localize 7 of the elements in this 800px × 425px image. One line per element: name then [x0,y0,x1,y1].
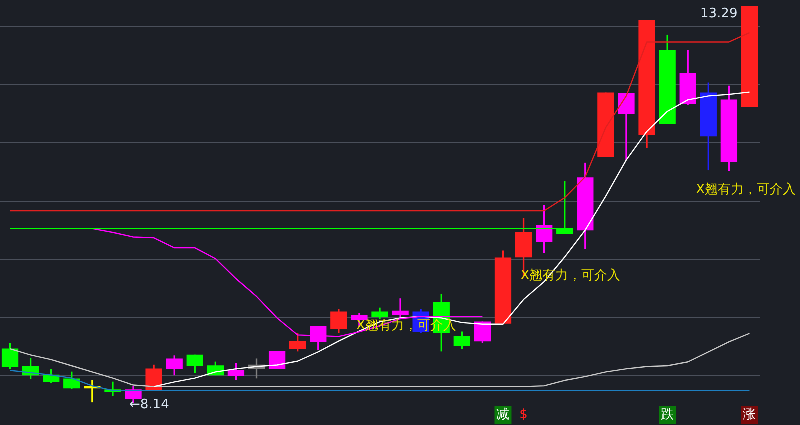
text: $ [520,407,528,422]
annotation: ←8.14 [130,397,170,412]
text: 涨 [743,407,756,422]
annotation: 13.29 [700,6,738,22]
text: 跌 [661,407,674,422]
text: 减 [496,407,510,422]
annotation: X翘有力，可介入 [696,182,796,198]
